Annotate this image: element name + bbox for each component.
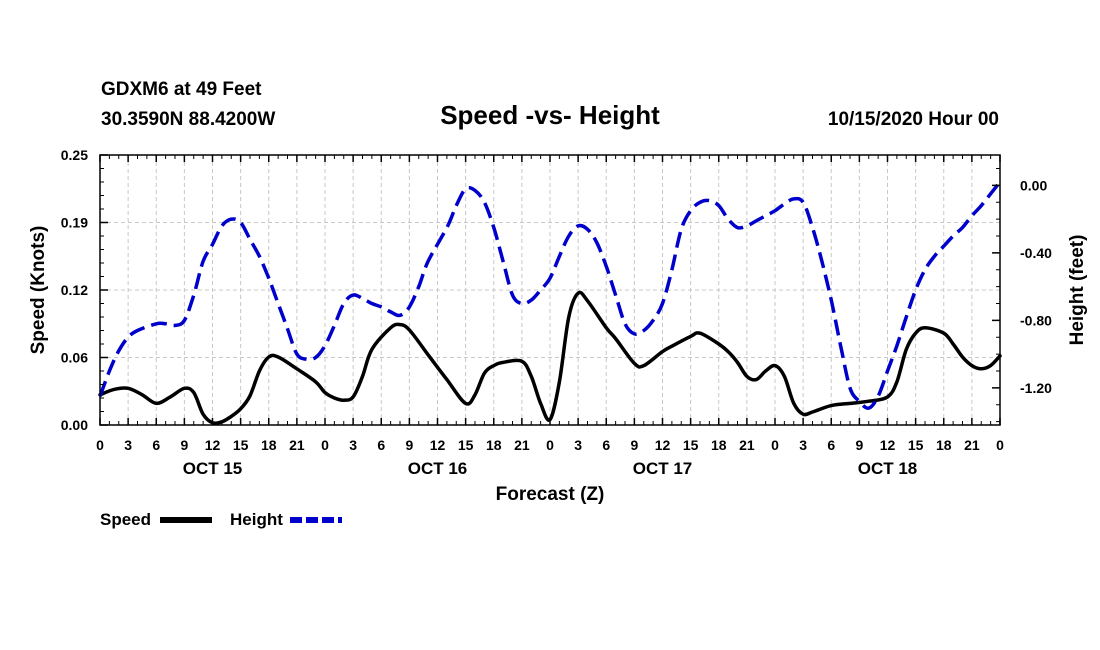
x-tick-label: 0 (321, 437, 329, 453)
x-tick-label: 21 (739, 437, 755, 453)
chart-title: Speed -vs- Height (440, 100, 660, 130)
y-right-tick-label: -0.80 (1020, 312, 1052, 328)
x-tick-label: 3 (124, 437, 132, 453)
height-series-line (98, 180, 1002, 410)
y-left-axis-label: Speed (Knots) (28, 226, 49, 355)
x-tick-label: 15 (458, 437, 474, 453)
x-tick-label: 12 (880, 437, 896, 453)
x-tick-label: 3 (574, 437, 582, 453)
x-tick-label: 0 (996, 437, 1004, 453)
y-left-tick-label: 0.12 (61, 282, 88, 298)
station-label: GDXM6 at 49 Feet (101, 79, 262, 100)
x-tick-label: 6 (827, 437, 835, 453)
gridlines (100, 155, 1000, 425)
y-right-tick-label: -0.40 (1020, 245, 1052, 261)
x-tick-label: 15 (233, 437, 249, 453)
day-label: OCT 18 (858, 459, 918, 478)
x-tick-label: 21 (964, 437, 980, 453)
x-tick-label: 9 (405, 437, 413, 453)
x-tick-label: 18 (261, 437, 277, 453)
x-tick-label: 18 (486, 437, 502, 453)
day-label: OCT 15 (183, 459, 243, 478)
x-tick-label: 0 (96, 437, 104, 453)
y-right-tick-label: -1.20 (1020, 380, 1052, 396)
y-left-tick-label: 0.06 (61, 350, 88, 366)
x-tick-label: 0 (546, 437, 554, 453)
x-tick-label: 6 (152, 437, 160, 453)
location-label: 30.3590N 88.4200W (101, 109, 275, 130)
y-left-tick-label: 0.00 (61, 417, 88, 433)
x-tick-label: 15 (908, 437, 924, 453)
x-tick-label: 3 (349, 437, 357, 453)
y-left-tick-label: 0.19 (61, 215, 88, 231)
day-label: OCT 16 (408, 459, 468, 478)
legend-speed-label: Speed (100, 510, 151, 529)
x-tick-label: 12 (430, 437, 446, 453)
x-tick-label: 9 (180, 437, 188, 453)
axes: 0 3 6 9 12 15 18 21 0 3 6 9 12 15 18 21 0 3 6 9 12 15 18 21 0 3 6 9… (61, 147, 1052, 478)
legend: Speed Height (100, 510, 342, 529)
x-tick-label: 21 (289, 437, 305, 453)
legend-height-label: Height (230, 510, 283, 529)
x-tick-label: 6 (377, 437, 385, 453)
x-tick-label: 9 (855, 437, 863, 453)
x-tick-label: 18 (711, 437, 727, 453)
y-left-tick-label: 0.25 (61, 147, 88, 163)
x-tick-label: 18 (936, 437, 952, 453)
x-tick-label: 12 (655, 437, 671, 453)
y-right-axis-label: Height (feet) (1067, 235, 1088, 346)
x-tick-label: 21 (514, 437, 530, 453)
x-tick-label: 0 (771, 437, 779, 453)
x-axis-label: Forecast (Z) (496, 484, 605, 505)
x-tick-label: 3 (799, 437, 807, 453)
x-tick-label: 6 (602, 437, 610, 453)
x-tick-label: 15 (683, 437, 699, 453)
x-tick-label: 12 (205, 437, 221, 453)
day-label: OCT 17 (633, 459, 693, 478)
x-tick-label: 9 (630, 437, 638, 453)
datetime-label: 10/15/2020 Hour 00 (828, 109, 999, 130)
y-right-tick-label: 0.00 (1020, 177, 1047, 193)
